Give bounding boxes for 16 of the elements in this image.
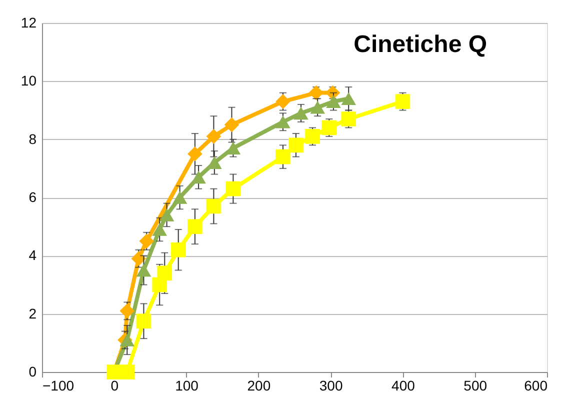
y-tick-label: 2	[28, 305, 37, 322]
x-tick-label: 200	[247, 378, 271, 394]
x-tick-label: 400	[392, 378, 416, 394]
x-tick-label: −100	[42, 378, 74, 394]
x-tick-label: 300	[319, 378, 343, 394]
x-tick-label: 600	[524, 378, 548, 394]
x-tick-label: 100	[175, 378, 199, 394]
y-tick-label: 10	[20, 72, 37, 89]
x-tick-label: 500	[464, 378, 488, 394]
y-tick-label: 8	[28, 130, 37, 147]
y-tick-label: 6	[28, 189, 37, 205]
y-tick-label: 0	[28, 364, 37, 380]
y-tick-label: 4	[28, 247, 37, 264]
y-tick-label: 12	[20, 14, 37, 30]
x-tick-label: 0	[110, 378, 119, 394]
chart-title: Cinetiche Q	[354, 31, 487, 58]
